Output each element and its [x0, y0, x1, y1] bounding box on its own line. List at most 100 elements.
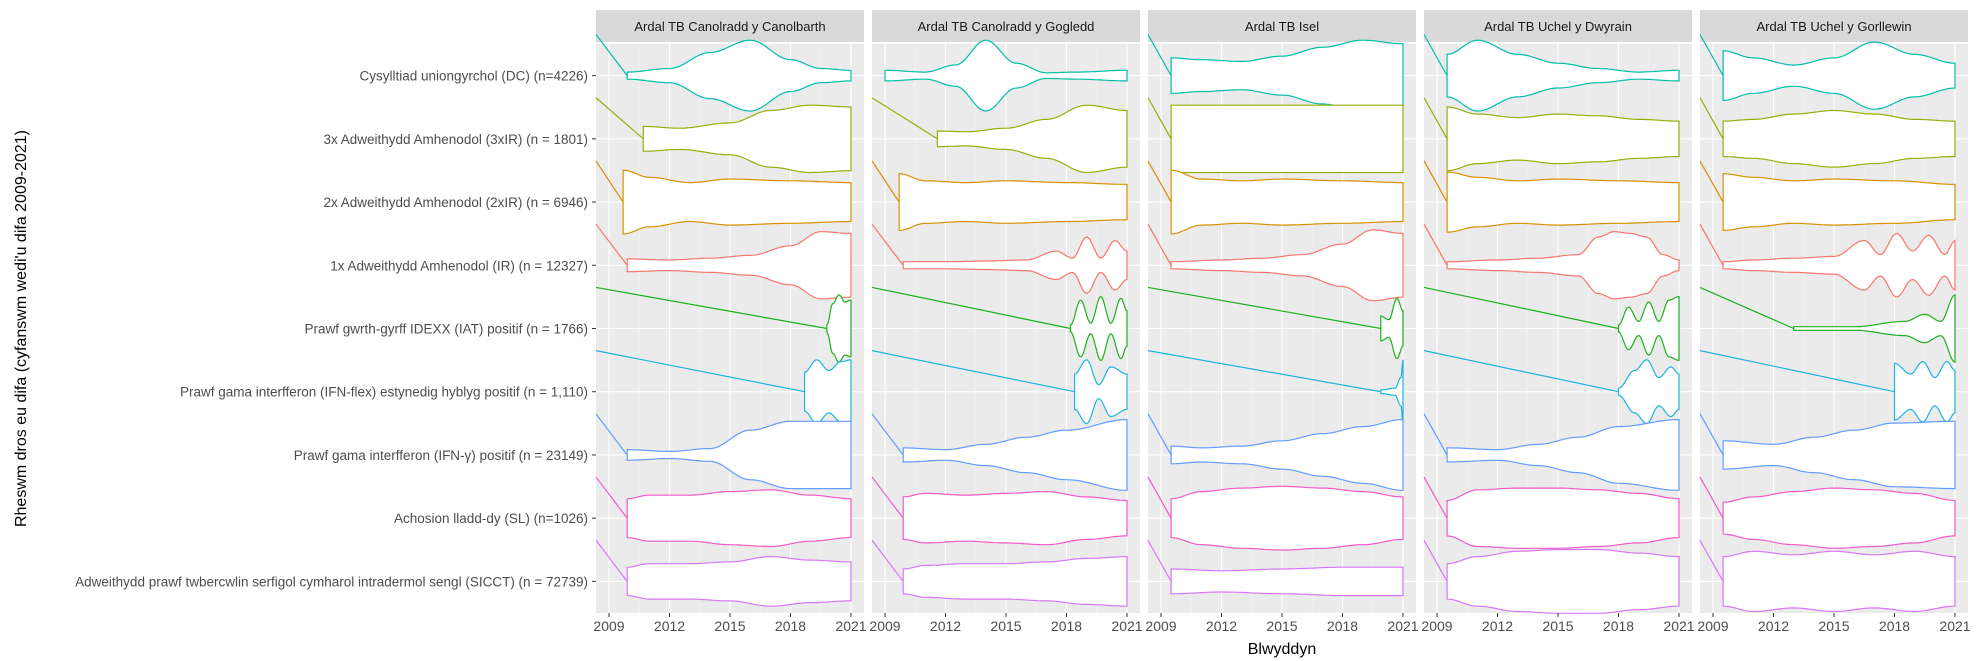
y-tick-label: 2x Adweithydd Amhenodol (2xIR) (n = 6946… — [323, 195, 588, 210]
y-tick-labels: Cysylltiad uniongyrchol (DC) (n=4226) 3x … — [75, 69, 596, 589]
x-tick-label: 2012 — [1482, 618, 1513, 634]
x-tick-label: 2009 — [593, 618, 624, 634]
violin-connector — [595, 476, 628, 519]
violin-connector — [1423, 540, 1448, 582]
y-tick-label: Cysylltiad uniongyrchol (DC) (n=4226) — [360, 69, 588, 84]
violin-connector — [1147, 540, 1172, 582]
violin-connector — [871, 97, 938, 140]
y-tick-label: Prawf gama interfferon (IFN-flex) estyne… — [180, 385, 588, 400]
violin-connector — [1699, 97, 1724, 140]
violin-connector — [595, 350, 805, 393]
violin-shape — [1722, 420, 1956, 490]
violin-connector — [1423, 286, 1619, 330]
violin-shape — [902, 491, 1128, 546]
violin-shape — [622, 169, 852, 235]
violin-shape — [642, 104, 852, 174]
x-tick-label: 2018 — [1603, 618, 1634, 634]
violin-connector — [1699, 476, 1724, 519]
violin-shape — [1617, 359, 1680, 425]
violin-shape — [1446, 548, 1680, 614]
violin-connector — [1147, 34, 1172, 76]
violin-shape — [1722, 109, 1956, 168]
y-axis-title: Rheswm dros eu difa (cyfanswm wedi'u dif… — [13, 130, 30, 527]
facet-panel: Ardal TB Canolradd y Canolbarth 2009 2012 2… — [593, 10, 867, 634]
violin-shape — [1722, 173, 1956, 232]
violin-connector — [1699, 413, 1724, 456]
violin-shape — [826, 294, 852, 363]
violin-shape — [1170, 169, 1404, 235]
x-tick-label: 2021 — [1387, 618, 1418, 634]
violin-shape — [1446, 487, 1680, 549]
facet-strip-label: Ardal TB Isel — [1245, 19, 1319, 34]
x-tick-label: 2015 — [990, 618, 1021, 634]
violin-connector — [871, 286, 1071, 330]
x-tick-label: 2015 — [1542, 618, 1573, 634]
x-axis-title: Blwyddyn — [1248, 641, 1316, 658]
violin-shape — [1170, 485, 1404, 551]
violin-connector — [1147, 476, 1172, 519]
violin-shape — [1074, 359, 1128, 425]
violin-connector — [1147, 160, 1172, 203]
facet-strip-label: Ardal TB Canolradd y Canolbarth — [634, 19, 825, 34]
violin-shape — [1722, 41, 1956, 110]
violin-connector — [1699, 286, 1794, 330]
violin-shape — [1170, 566, 1404, 597]
x-tick-label: 2018 — [1051, 618, 1082, 634]
violin-connector — [1147, 223, 1172, 266]
violin-connector — [871, 476, 904, 519]
violin-connector — [871, 350, 1075, 393]
violin-shape — [1170, 229, 1404, 302]
violin-shape — [1446, 418, 1680, 491]
violin-shape — [626, 39, 852, 112]
violin-connector — [1147, 286, 1381, 330]
violin-shape — [1446, 39, 1680, 112]
violin-shape — [1446, 230, 1680, 300]
violin-shape — [1617, 295, 1680, 362]
violin-connector — [595, 539, 628, 582]
facet-strip-label: Ardal TB Uchel y Dwyrain — [1484, 19, 1632, 34]
violin-connector — [595, 286, 827, 330]
violin-shape — [1380, 297, 1404, 360]
facet-panel: Ardal TB Canolradd y Gogledd 2009 2012 2015… — [869, 10, 1143, 634]
violin-shape — [1893, 360, 1956, 423]
violin-shape — [902, 236, 1128, 295]
y-tick-label: Prawf gama interfferon (IFN-γ) positif (… — [294, 448, 588, 463]
x-tick-label: 2015 — [1266, 618, 1297, 634]
y-tick-label: Adweithydd prawf twbercwlin serfigol cym… — [75, 574, 588, 589]
x-tick-label: 2018 — [775, 618, 806, 634]
violin-connector — [1423, 223, 1448, 266]
x-tick-label: 2009 — [1421, 618, 1452, 634]
violin-shape — [1446, 171, 1680, 233]
violin-connector — [595, 97, 644, 140]
violin-connector — [1147, 350, 1381, 393]
violin-connector — [595, 223, 628, 266]
violin-shape — [1069, 295, 1128, 362]
violin-shape — [936, 104, 1128, 174]
violin-shape — [1170, 418, 1404, 491]
violin-shape — [1446, 106, 1680, 172]
violin-connector — [871, 413, 904, 456]
violin-connector — [595, 413, 628, 456]
facet-panels: Ardal TB Canolradd y Canolbarth 2009 2012 2… — [593, 10, 1971, 634]
x-tick-label: 2012 — [1206, 618, 1237, 634]
y-tick-label: 3x Adweithydd Amhenodol (3xIR) (n = 1801… — [323, 132, 588, 147]
violin-shape — [1722, 232, 1956, 298]
violin-connector — [1423, 350, 1619, 393]
violin-shape — [1722, 487, 1956, 549]
y-tick-label: 1x Adweithydd Amhenodol (IR) (n = 12327) — [330, 258, 588, 273]
x-tick-label: 2021 — [1663, 618, 1694, 634]
violin-connector — [1699, 160, 1724, 203]
violin-shape — [626, 420, 852, 490]
violin-shape — [1722, 550, 1956, 613]
facet-strip — [872, 10, 1140, 42]
violin-connector — [1699, 223, 1724, 266]
violin-connector — [595, 34, 628, 76]
x-tick-label: 2012 — [1758, 618, 1789, 634]
x-tick-label: 2009 — [869, 618, 900, 634]
violin-shape — [1793, 293, 1956, 364]
x-tick-label: 2018 — [1327, 618, 1358, 634]
facet-strip — [596, 10, 864, 42]
facet-strip-label: Ardal TB Uchel y Gorllewin — [1756, 19, 1911, 34]
violin-connector — [1423, 413, 1448, 456]
x-tick-label: 2021 — [835, 618, 866, 634]
